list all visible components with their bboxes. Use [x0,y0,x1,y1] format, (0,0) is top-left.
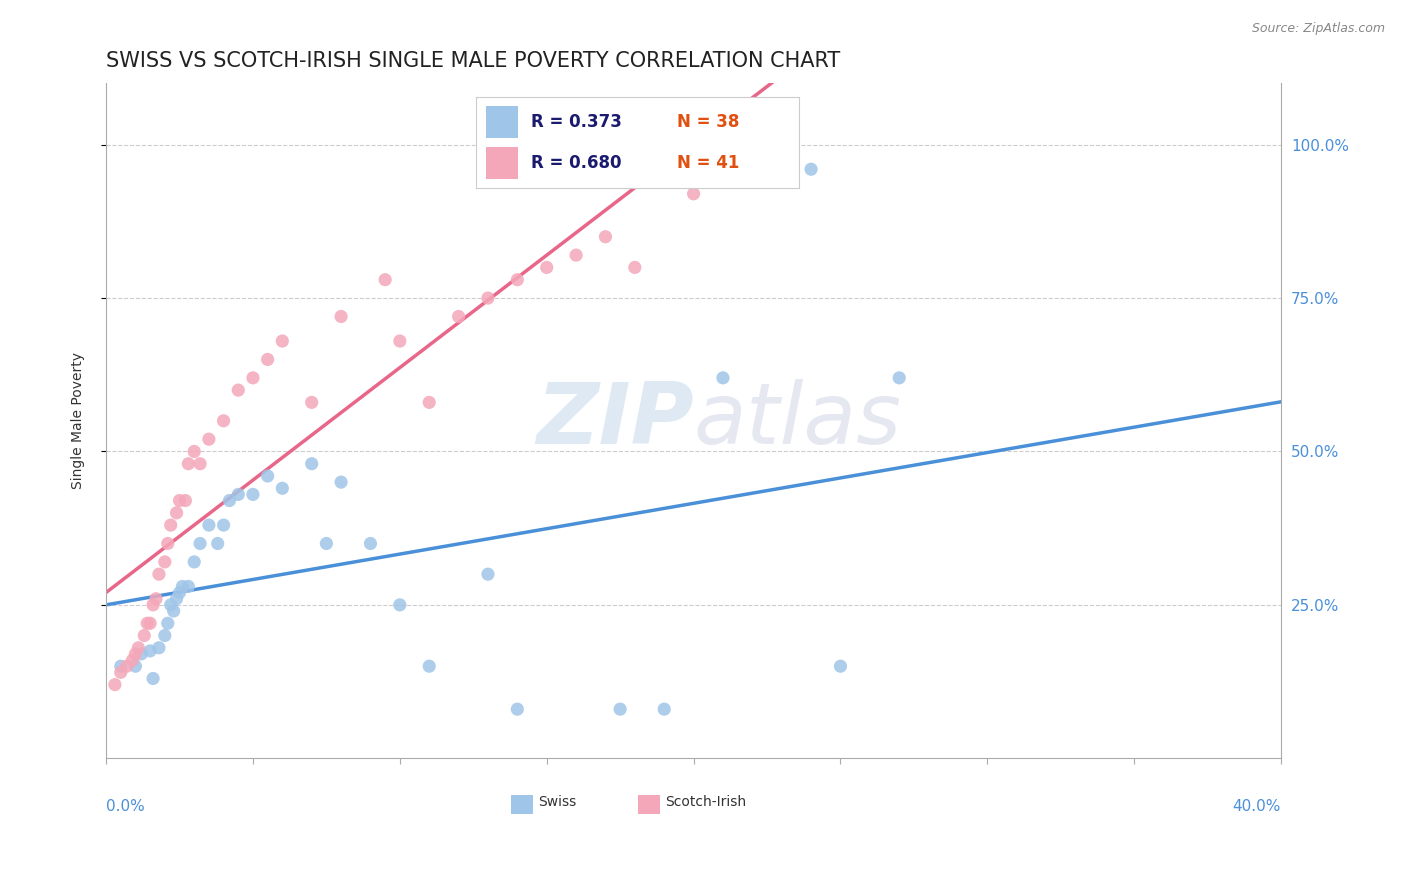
Point [159,518,181,533]
Point [198,518,221,533]
Point [148,567,170,582]
Point [136,616,159,631]
Point [830,659,852,673]
Text: atlas: atlas [693,379,901,462]
Point [156,536,179,550]
Point [142,598,165,612]
Point [682,186,704,201]
Point [624,260,647,275]
Point [121,653,143,667]
Point [131,647,153,661]
Point [177,457,200,471]
Text: ZIP: ZIP [536,379,693,462]
Point [242,371,264,385]
Point [183,555,205,569]
Point [110,659,132,673]
Point [148,640,170,655]
Text: Source: ZipAtlas.com: Source: ZipAtlas.com [1251,22,1385,36]
Text: Scotch-Irish: Scotch-Irish [665,795,747,809]
Point [595,229,617,244]
Point [145,591,167,606]
Bar [512,795,533,814]
Point [183,444,205,458]
Point [177,579,200,593]
Point [169,585,191,599]
Point [134,628,156,642]
Point [889,371,911,385]
Point [172,579,194,593]
Point [124,647,146,661]
Point [418,395,440,409]
Point [242,487,264,501]
Point [188,457,211,471]
Point [212,414,235,428]
Point [139,616,162,631]
Point [374,273,396,287]
Point [127,640,149,655]
Point [166,506,188,520]
Point [198,432,221,446]
Point [536,260,558,275]
Point [359,536,381,550]
Point [256,469,278,483]
Y-axis label: Single Male Poverty: Single Male Poverty [72,352,86,490]
Point [477,291,499,305]
Point [315,536,337,550]
Point [110,665,132,680]
Point [226,383,249,397]
Point [212,518,235,533]
Point [142,672,165,686]
Point [388,334,411,348]
Text: 40.0%: 40.0% [1233,798,1281,814]
Point [218,493,240,508]
Point [169,493,191,508]
Point [301,395,323,409]
Point [477,567,499,582]
Point [271,334,294,348]
Point [104,678,127,692]
Point [124,659,146,673]
Point [153,628,176,642]
Bar [638,795,659,814]
Point [609,702,631,716]
Point [565,248,588,262]
Point [418,659,440,673]
Point [207,536,229,550]
Point [153,555,176,569]
Point [174,493,197,508]
Point [800,162,823,177]
Point [256,352,278,367]
Point [301,457,323,471]
Point [139,644,162,658]
Point [330,310,353,324]
Point [330,475,353,490]
Point [388,598,411,612]
Text: 0.0%: 0.0% [105,798,145,814]
Point [162,604,184,618]
Point [188,536,211,550]
Point [115,659,138,673]
Point [711,371,734,385]
Point [226,487,249,501]
Point [271,481,294,495]
Point [652,702,675,716]
Point [506,273,529,287]
Point [506,702,529,716]
Text: SWISS VS SCOTCH-IRISH SINGLE MALE POVERTY CORRELATION CHART: SWISS VS SCOTCH-IRISH SINGLE MALE POVERT… [105,51,841,70]
Text: Swiss: Swiss [538,795,576,809]
Point [166,591,188,606]
Point [447,310,470,324]
Point [741,137,763,152]
Point [159,598,181,612]
Point [156,616,179,631]
